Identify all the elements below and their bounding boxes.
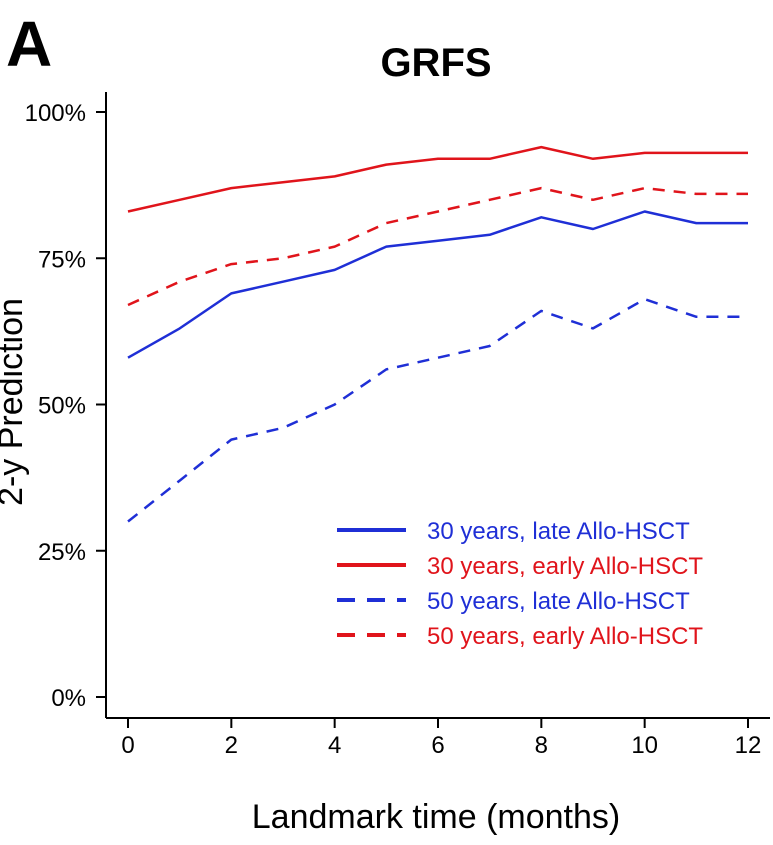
series-line-2 [127,145,748,213]
x-axis-label: Landmark time (months) [252,798,620,836]
legend-label: 50 years, late Allo-HSCT [427,588,690,615]
axes: 0% 25% 50% 75% 100% 0 2 4 6 8 10 12 [25,92,770,759]
y-tick-label: 100% [25,100,86,127]
series-line-1 [127,210,748,359]
y-tick-label: 75% [38,246,86,273]
legend-label: 30 years, late Allo-HSCT [427,518,690,545]
legend-label: 30 years, early Allo-HSCT [427,553,703,580]
y-tick-label: 0% [51,685,86,712]
series-line-4 [127,186,748,307]
x-tick-label: 6 [431,732,444,759]
series-line-3 [127,297,748,523]
x-tick-label: 12 [735,732,762,759]
legend-label: 50 years, early Allo-HSCT [427,623,703,650]
legend: 30 years, late Allo-HSCT 30 years, early … [337,518,703,650]
y-tick-label: 50% [38,393,86,420]
x-tick-label: 4 [328,732,341,759]
x-tick-label: 10 [631,732,658,759]
panel-label: A [6,8,52,80]
y-tick-label: 25% [38,539,86,566]
x-tick-label: 2 [225,732,238,759]
series-lines [127,145,748,523]
x-tick-label: 8 [535,732,548,759]
x-tick-label: 0 [121,732,134,759]
chart-title: GRFS [380,41,491,85]
y-axis-label: 2-y Prediction [0,298,30,506]
